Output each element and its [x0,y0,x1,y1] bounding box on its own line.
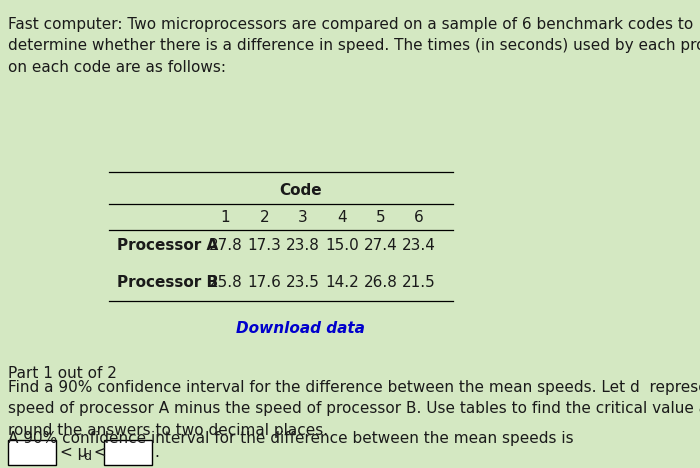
Text: Download data: Download data [236,322,365,336]
Text: 25.8: 25.8 [209,275,242,290]
Text: 21.5: 21.5 [402,275,436,290]
Text: 27.8: 27.8 [209,238,242,253]
Text: A 90% confidence interval for the difference between the mean speeds is: A 90% confidence interval for the differ… [8,431,573,446]
Text: Processor A: Processor A [117,238,218,253]
Text: <: < [89,445,106,460]
Text: 3: 3 [298,210,308,225]
Text: .: . [155,445,159,460]
Text: 17.3: 17.3 [247,238,281,253]
Text: 4: 4 [337,210,346,225]
Text: Part 1 out of 2: Part 1 out of 2 [8,366,116,381]
FancyBboxPatch shape [8,439,56,465]
Text: 2: 2 [260,210,269,225]
Text: Code: Code [279,183,322,197]
Text: 23.8: 23.8 [286,238,320,253]
Text: 23.5: 23.5 [286,275,320,290]
Text: 5: 5 [376,210,385,225]
Text: 23.4: 23.4 [402,238,436,253]
Text: 26.8: 26.8 [363,275,398,290]
Text: 1: 1 [220,210,230,225]
Text: Processor B: Processor B [117,275,218,290]
Text: Find a 90% confidence interval for the difference between the mean speeds. Let d: Find a 90% confidence interval for the d… [8,380,700,438]
Text: Fast computer: Two microprocessors are compared on a sample of 6 benchmark codes: Fast computer: Two microprocessors are c… [8,17,700,75]
FancyBboxPatch shape [104,439,152,465]
Text: d: d [83,450,91,463]
Text: 27.4: 27.4 [363,238,398,253]
Text: < μ: < μ [60,445,88,460]
Text: 6: 6 [414,210,424,225]
Text: 17.6: 17.6 [247,275,281,290]
Text: 15.0: 15.0 [325,238,358,253]
Text: 14.2: 14.2 [325,275,358,290]
